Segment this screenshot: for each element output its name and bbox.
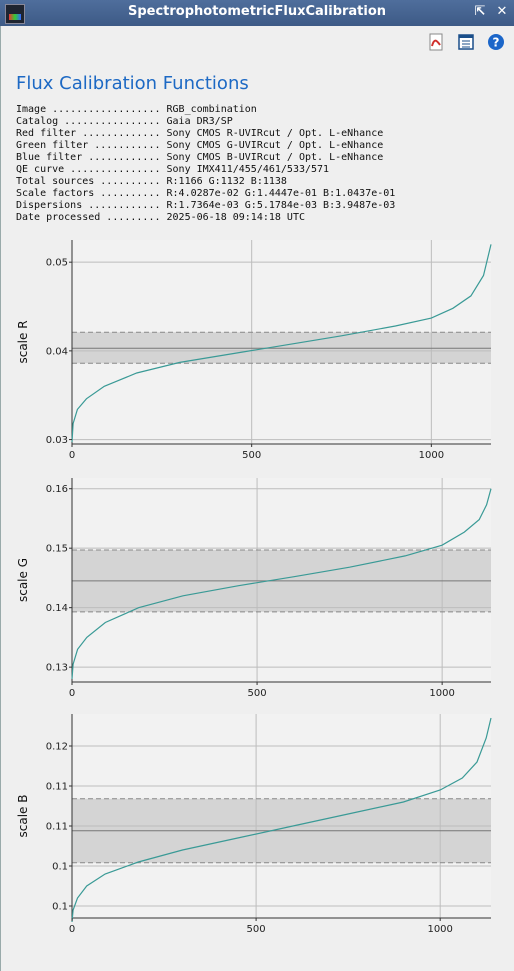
x-tick-label: 1000 [427,924,452,935]
series-line [71,244,492,443]
shade-button[interactable]: ⇱ [474,4,486,19]
info-block: Image .................. RGB_combination… [16,104,395,224]
y-tick-label: 0.1 [52,862,68,873]
y-tick-label: 0.11 [46,782,68,793]
y-tick-label: 0.05 [46,258,68,269]
x-tick-label: 0 [69,450,75,461]
y-tick-label: 0.16 [46,484,68,495]
y-tick-label: 0.1 [52,902,68,913]
x-tick-label: 500 [248,688,267,699]
info-row: Green filter ........... Sony CMOS G-UVI… [16,140,384,151]
page-title: Flux Calibration Functions [16,73,249,94]
help-icon[interactable]: ? [487,33,505,51]
info-row: Dispersions ............ R:1.7364e-03 G:… [16,200,396,211]
info-row: QE curve ............... Sony IMX411/455… [16,164,330,175]
series-line [71,488,492,680]
chart-scale-b: 0 500 1000 0.1 0.1 0.11 0.11 0.12 scale B [16,714,492,935]
y-tick-label: 0.11 [46,822,68,833]
y-axis-label: scale G [16,558,30,602]
y-tick-label: 0.14 [46,603,68,614]
x-tick-label: 0 [69,924,75,935]
y-tick-label: 0.12 [46,742,68,753]
app-icon [5,4,25,24]
y-tick-label: 0.13 [46,663,68,674]
y-axis-label: scale B [16,795,30,838]
window-titlebar[interactable]: SpectrophotometricFluxCalibration ⇱ ✕ [0,0,514,26]
info-row: Red filter ............. Sony CMOS R-UVI… [16,128,384,139]
y-tick-label: 0.15 [46,544,68,555]
close-button[interactable]: ✕ [496,4,508,19]
pdf-icon[interactable] [427,33,445,51]
series-line [71,717,492,923]
y-tick-label: 0.03 [46,435,68,446]
info-row: Catalog ................ Gaia DR3/SP [16,116,233,127]
x-tick-label: 1000 [429,688,454,699]
x-tick-label: 1000 [419,450,444,461]
document-icon[interactable] [457,33,475,51]
info-row: Total sources .......... R:1166 G:1132 B… [16,176,287,187]
info-row: Scale factors .......... R:4.0287e-02 G:… [16,188,396,199]
window-title: SpectrophotometricFluxCalibration [127,4,387,19]
info-row: Blue filter ............ Sony CMOS B-UVI… [16,152,384,163]
info-row: Date processed ......... 2025-06-18 09:1… [16,212,305,223]
x-tick-label: 500 [247,924,266,935]
chart-scale-g: 0 500 1000 0.13 0.14 0.15 0.16 scale G [16,478,492,699]
info-row: Image .................. RGB_combination [16,104,257,115]
x-tick-label: 500 [242,450,261,461]
y-axis-label: scale R [16,320,30,363]
x-tick-label: 0 [69,688,75,699]
chart-scale-r: 0 500 1000 0.03 0.04 0.05 scale R [16,240,492,461]
svg-text:?: ? [493,36,500,50]
y-tick-label: 0.04 [46,346,68,357]
